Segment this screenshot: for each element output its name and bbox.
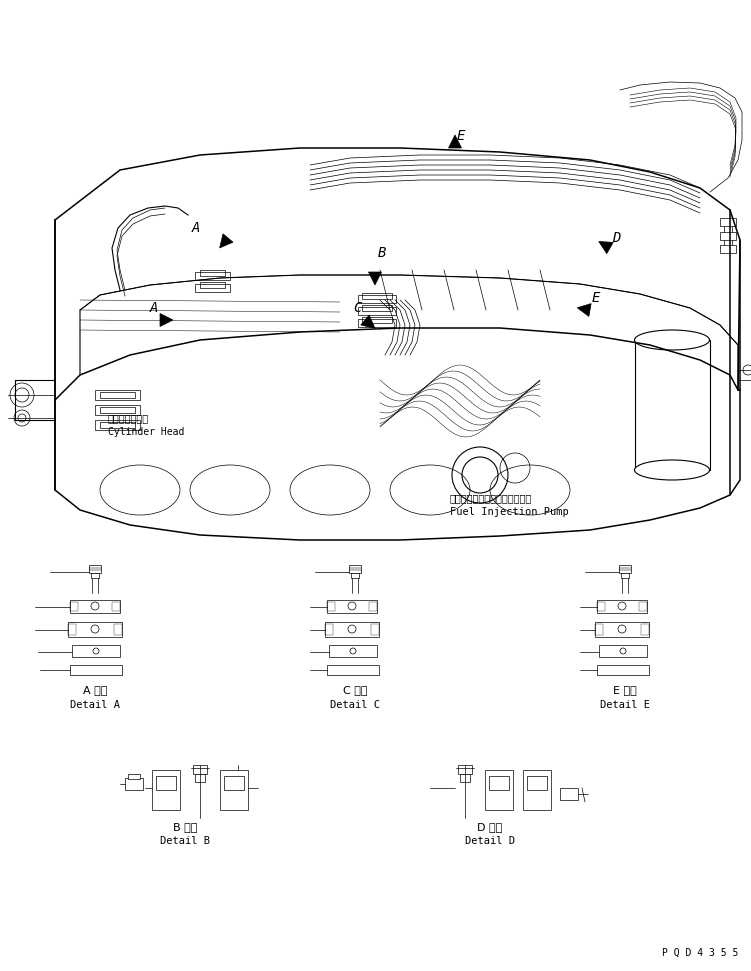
Text: E 詳細: E 詳細	[613, 685, 637, 695]
Bar	[100, 392, 135, 398]
Bar	[720, 232, 736, 240]
Bar	[362, 317, 392, 323]
Bar	[597, 665, 649, 675]
Text: C: C	[354, 301, 362, 315]
Bar	[325, 622, 379, 637]
Bar	[358, 319, 396, 327]
Bar	[724, 220, 732, 250]
Bar	[128, 774, 140, 779]
Bar	[560, 788, 578, 800]
Bar	[362, 305, 392, 311]
Text: E: E	[592, 291, 600, 305]
Bar	[523, 770, 551, 810]
Bar	[95, 420, 140, 430]
Bar	[599, 645, 647, 657]
Text: Detail C: Detail C	[330, 700, 380, 710]
Bar	[100, 422, 135, 428]
Text: A: A	[149, 301, 158, 315]
Ellipse shape	[635, 330, 710, 350]
Text: E: E	[457, 129, 466, 143]
Bar	[156, 776, 176, 790]
Bar	[595, 624, 603, 635]
Bar	[325, 624, 333, 635]
Bar	[70, 600, 120, 613]
Bar	[485, 770, 513, 810]
Text: C 詳細: C 詳細	[342, 685, 367, 695]
Text: D 詳細: D 詳細	[478, 822, 502, 832]
Bar	[72, 645, 120, 657]
Bar	[351, 573, 359, 578]
Bar	[527, 776, 547, 790]
Ellipse shape	[635, 460, 710, 480]
Bar	[68, 624, 76, 635]
Bar	[597, 602, 605, 611]
Bar	[125, 778, 143, 790]
Bar	[327, 665, 379, 675]
Bar	[329, 645, 377, 657]
Polygon shape	[160, 314, 173, 326]
Text: B: B	[378, 246, 386, 260]
Bar	[91, 573, 99, 578]
Text: Fuel Injection Pump: Fuel Injection Pump	[450, 507, 569, 517]
Bar	[70, 665, 122, 675]
Bar	[362, 293, 392, 299]
Bar	[114, 624, 122, 635]
Bar	[597, 600, 647, 613]
Polygon shape	[360, 315, 375, 328]
Text: シリンダヘッド: シリンダヘッド	[108, 413, 149, 423]
Text: Cylinder Head: Cylinder Head	[108, 427, 185, 437]
Polygon shape	[599, 242, 614, 253]
Bar	[371, 624, 379, 635]
Bar	[68, 622, 122, 637]
Bar	[224, 776, 244, 790]
Bar	[327, 600, 377, 613]
Bar	[639, 602, 647, 611]
Text: Detail B: Detail B	[160, 836, 210, 846]
Bar	[349, 565, 361, 573]
Text: Detail A: Detail A	[70, 700, 120, 710]
Bar	[358, 307, 396, 315]
Polygon shape	[369, 272, 382, 285]
Bar	[327, 602, 335, 611]
Bar	[193, 765, 207, 774]
Bar	[458, 765, 472, 774]
Bar	[95, 405, 140, 415]
Polygon shape	[219, 234, 233, 248]
Bar	[89, 565, 101, 573]
Text: P Q D 4 3 5 5: P Q D 4 3 5 5	[662, 948, 738, 958]
Text: フェルインジェクションポンプ: フェルインジェクションポンプ	[450, 493, 532, 503]
Bar	[195, 774, 205, 782]
Bar	[100, 407, 135, 413]
Text: D: D	[612, 231, 620, 245]
Bar	[621, 573, 629, 578]
Bar	[220, 770, 248, 810]
Bar	[619, 565, 631, 573]
Bar	[460, 774, 470, 782]
Bar	[200, 282, 225, 288]
Bar	[641, 624, 649, 635]
Text: Detail D: Detail D	[465, 836, 515, 846]
Bar	[112, 602, 120, 611]
Text: A: A	[192, 221, 200, 235]
Bar	[720, 245, 736, 253]
Bar	[720, 218, 736, 226]
Polygon shape	[578, 304, 591, 317]
Polygon shape	[448, 135, 462, 148]
Bar	[200, 270, 225, 276]
Bar	[635, 340, 710, 470]
Bar	[95, 390, 140, 400]
Bar	[595, 622, 649, 637]
Bar	[358, 295, 396, 303]
Text: A 詳細: A 詳細	[83, 685, 107, 695]
Bar	[489, 776, 509, 790]
Bar	[369, 602, 377, 611]
Bar	[195, 272, 230, 280]
Bar	[152, 770, 180, 810]
Text: Detail E: Detail E	[600, 700, 650, 710]
Bar	[70, 602, 78, 611]
Bar	[195, 284, 230, 292]
Text: B 詳細: B 詳細	[173, 822, 198, 832]
